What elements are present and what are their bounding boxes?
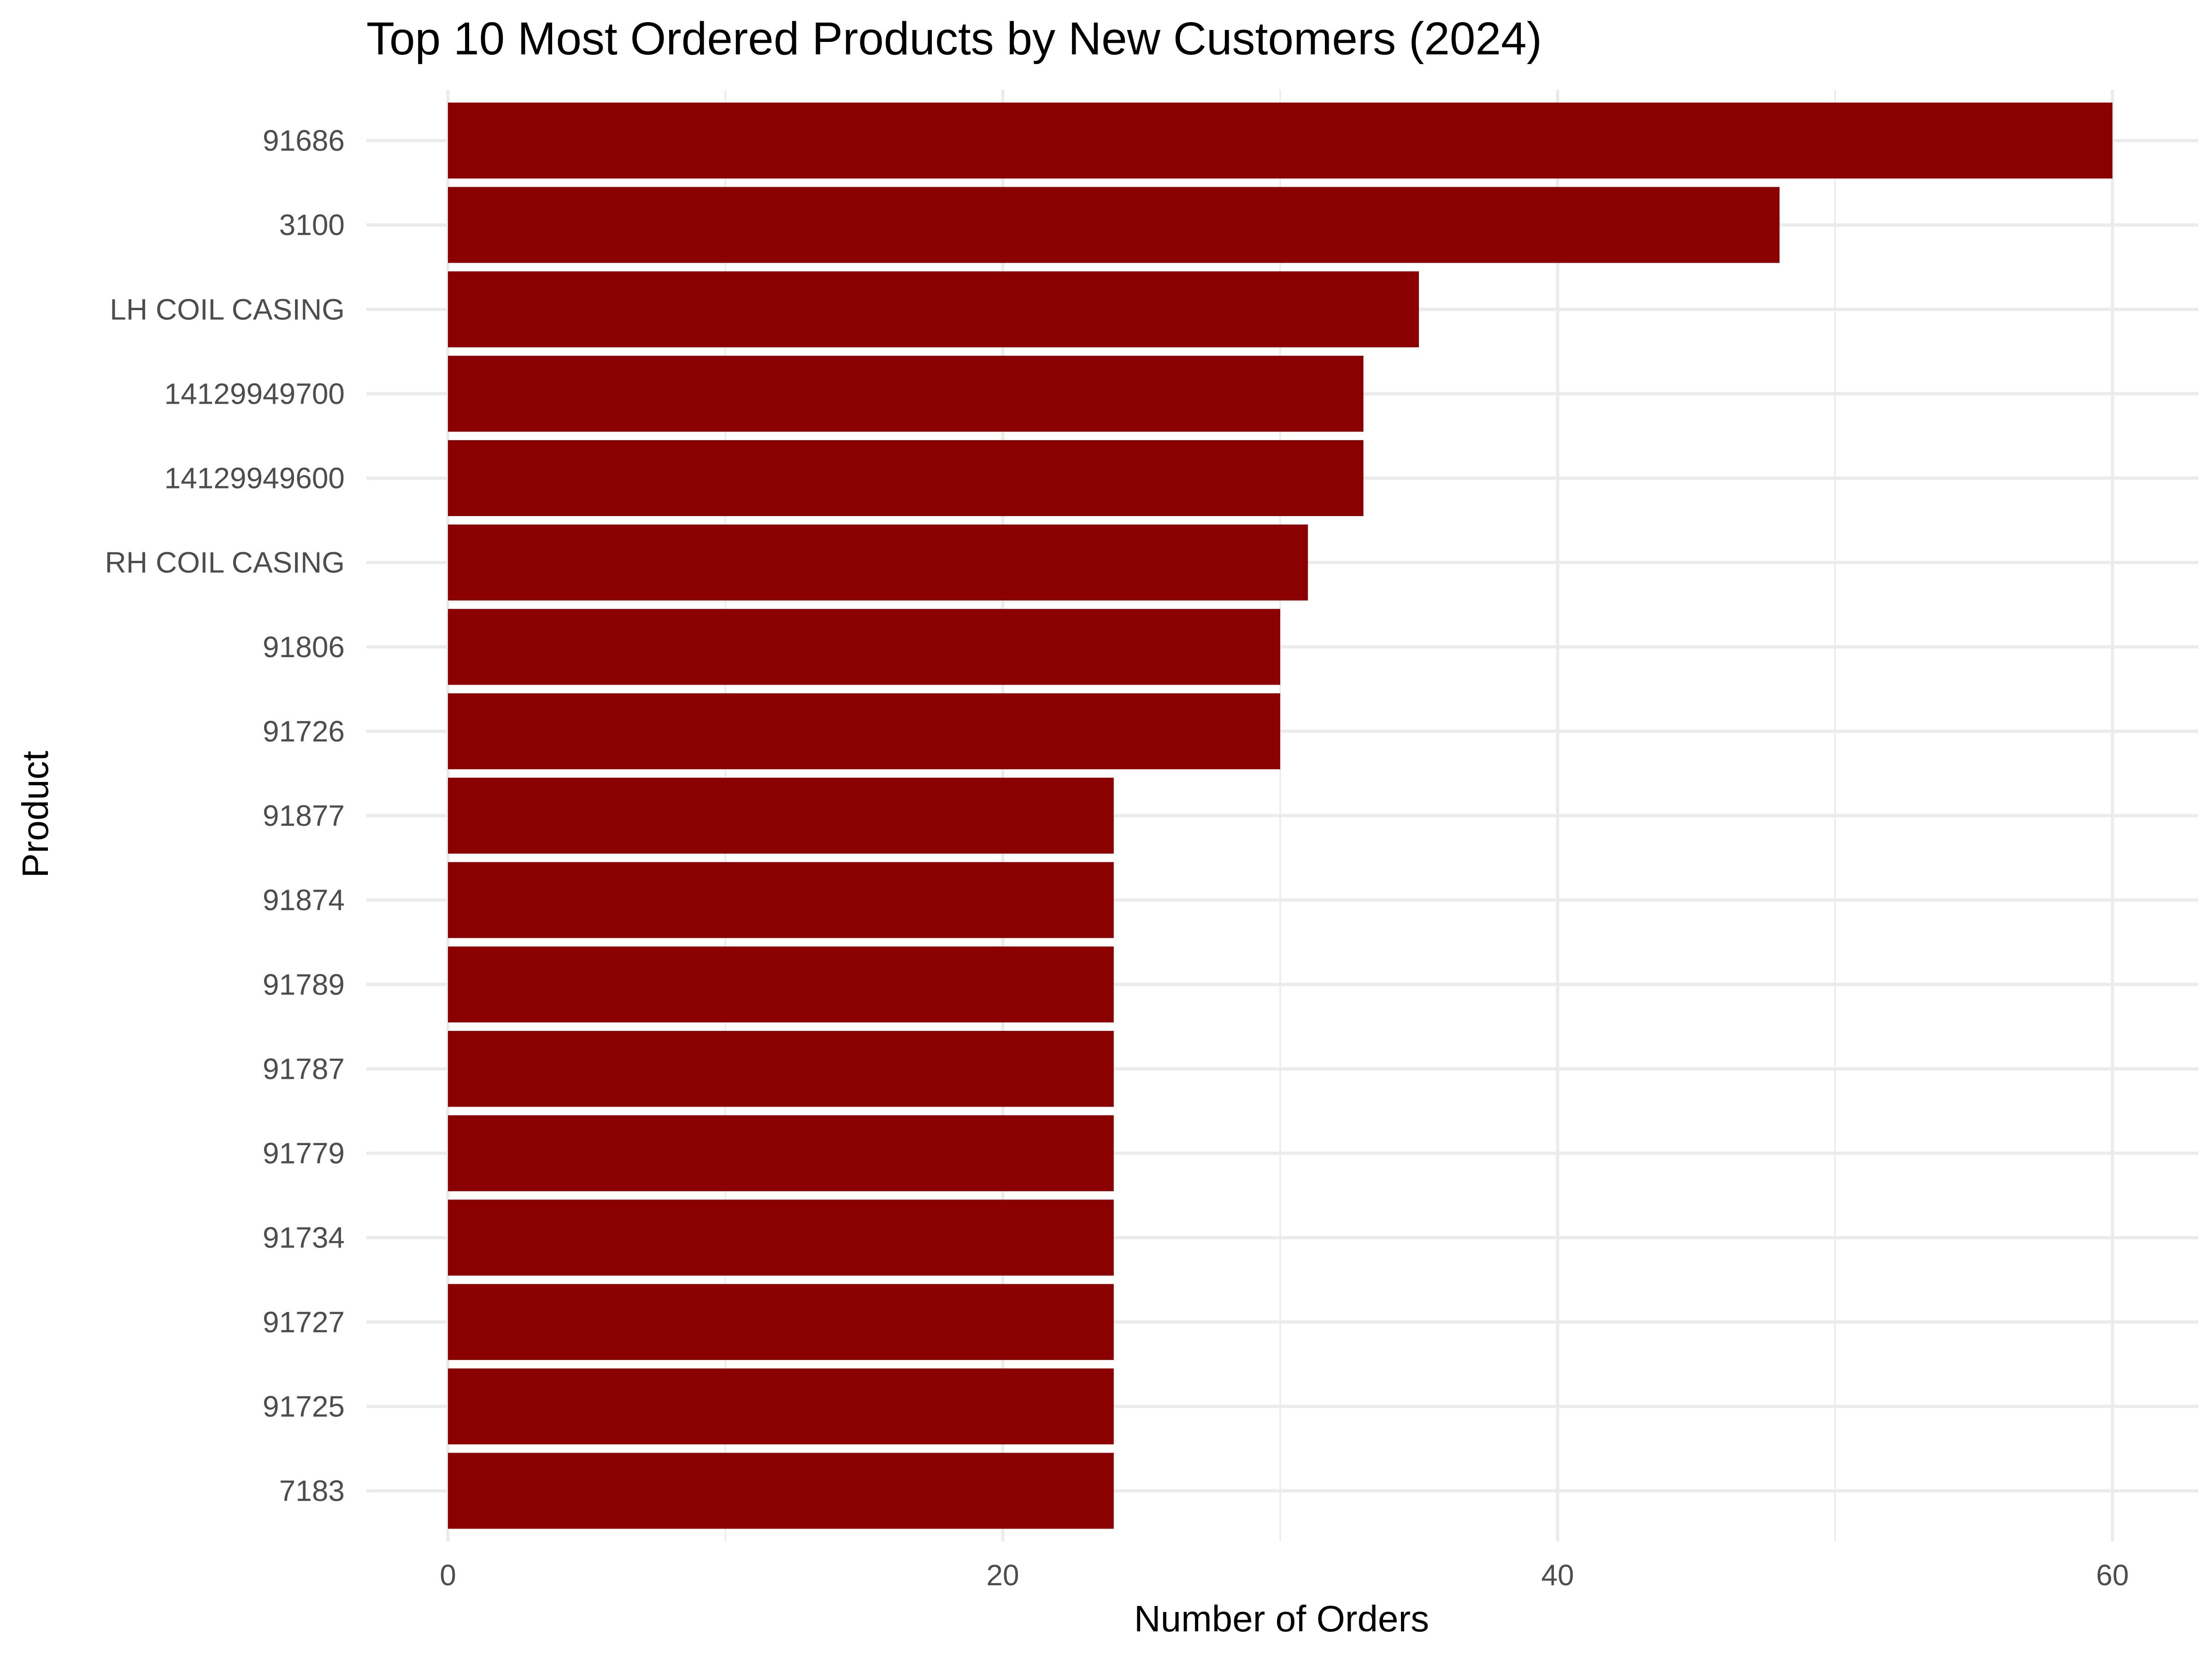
bar-8 xyxy=(448,777,1114,854)
y-tick-label-6: 91806 xyxy=(263,630,345,664)
bar-1 xyxy=(448,187,1780,263)
bar-15 xyxy=(448,1368,1114,1445)
y-tick-label-10: 91789 xyxy=(263,968,345,1001)
bar-12 xyxy=(448,1115,1114,1191)
y-tick-label-4: 14129949600 xyxy=(164,462,345,495)
y-tick-label-12: 91779 xyxy=(263,1137,345,1170)
bar-3 xyxy=(448,355,1364,432)
y-axis-title: Product xyxy=(15,751,56,878)
y-tick-label-0: 91686 xyxy=(263,124,345,157)
y-tick-label-3: 14129949700 xyxy=(164,377,345,410)
y-tick-label-9: 91874 xyxy=(263,883,345,917)
y-tick-label-5: RH COIL CASING xyxy=(105,546,345,579)
y-tick-label-8: 91877 xyxy=(263,799,345,832)
bar-0 xyxy=(448,102,2112,179)
y-tick-label-16: 7183 xyxy=(279,1474,345,1507)
x-axis-title: Number of Orders xyxy=(1134,1598,1429,1639)
bars xyxy=(448,102,2112,1529)
y-tick-label-11: 91787 xyxy=(263,1052,345,1085)
bar-6 xyxy=(448,609,1280,685)
x-tick-label-2: 40 xyxy=(1541,1559,1574,1592)
y-tick-label-7: 91726 xyxy=(263,715,345,748)
x-axis-tick-labels: 0 20 40 60 xyxy=(440,1559,2129,1592)
y-tick-label-13: 91734 xyxy=(263,1221,345,1254)
y-tick-label-2: LH COIL CASING xyxy=(110,293,345,326)
bar-14 xyxy=(448,1284,1114,1360)
bar-2 xyxy=(448,271,1419,347)
bar-4 xyxy=(448,440,1364,516)
x-tick-label-0: 0 xyxy=(440,1559,456,1592)
bar-10 xyxy=(448,946,1114,1023)
bar-9 xyxy=(448,862,1114,938)
x-tick-label-1: 20 xyxy=(986,1559,1019,1592)
y-tick-label-1: 3100 xyxy=(279,208,345,241)
bar-5 xyxy=(448,524,1308,601)
y-tick-label-14: 91727 xyxy=(263,1306,345,1339)
bar-7 xyxy=(448,693,1280,770)
bar-16 xyxy=(448,1453,1114,1529)
y-axis-tick-labels: 91686 3100 LH COIL CASING 14129949700 141299… xyxy=(105,124,345,1507)
y-tick-label-15: 91725 xyxy=(263,1390,345,1423)
bar-13 xyxy=(448,1200,1114,1276)
chart-title: Top 10 Most Ordered Products by New Cust… xyxy=(366,13,1542,65)
x-tick-label-3: 60 xyxy=(2096,1559,2129,1592)
bar-11 xyxy=(448,1030,1114,1107)
